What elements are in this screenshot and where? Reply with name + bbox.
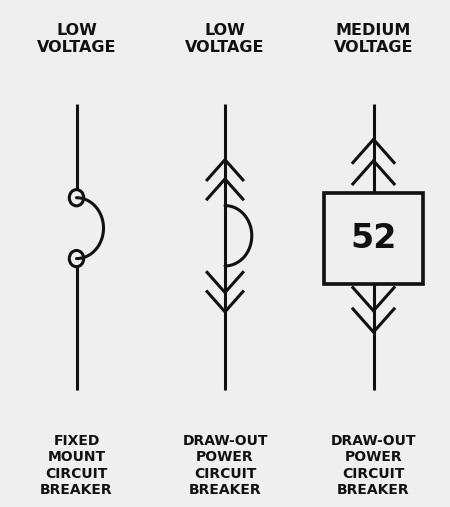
Text: LOW
VOLTAGE: LOW VOLTAGE — [185, 23, 265, 55]
Text: MEDIUM
VOLTAGE: MEDIUM VOLTAGE — [334, 23, 413, 55]
Bar — [324, 193, 423, 284]
Text: LOW
VOLTAGE: LOW VOLTAGE — [37, 23, 116, 55]
Text: 52: 52 — [350, 222, 397, 255]
Text: DRAW-OUT
POWER
CIRCUIT
BREAKER: DRAW-OUT POWER CIRCUIT BREAKER — [331, 434, 416, 497]
Text: DRAW-OUT
POWER
CIRCUIT
BREAKER: DRAW-OUT POWER CIRCUIT BREAKER — [182, 434, 268, 497]
Text: FIXED
MOUNT
CIRCUIT
BREAKER: FIXED MOUNT CIRCUIT BREAKER — [40, 434, 113, 497]
